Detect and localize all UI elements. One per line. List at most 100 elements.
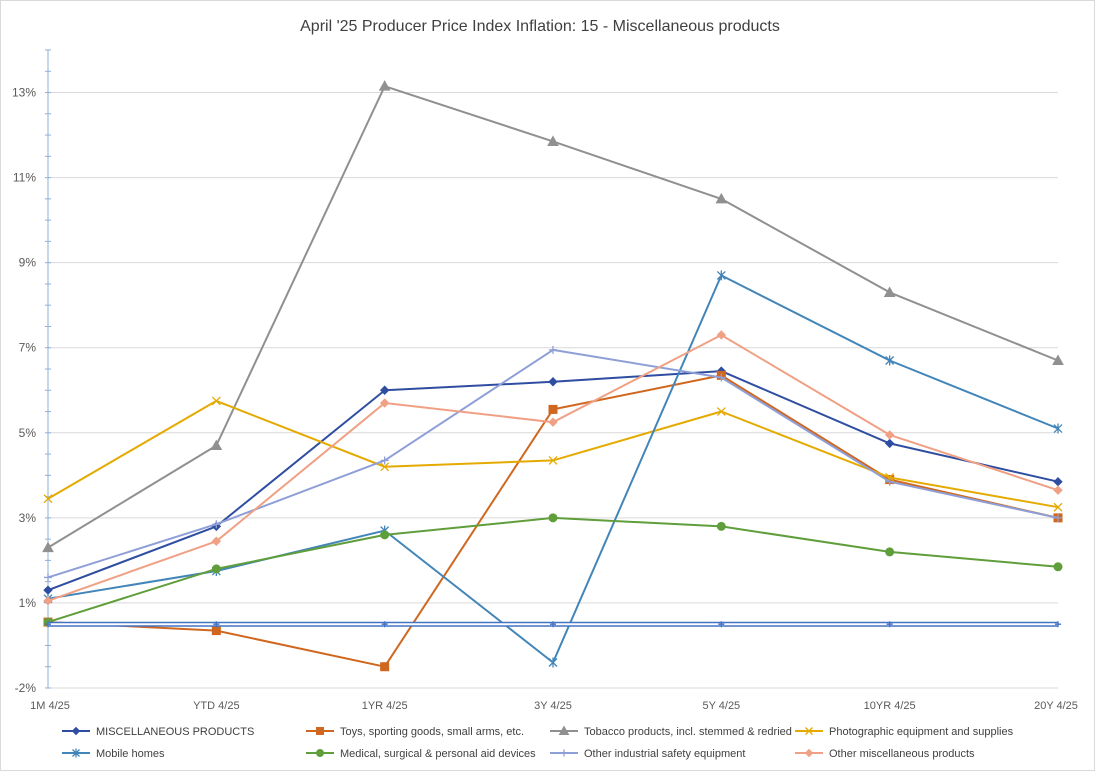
legend-item: Other miscellaneous products [795,748,975,760]
legend-marker [316,749,324,757]
legend-marker [558,725,570,735]
legend-label: Other industrial safety equipment [584,748,745,760]
legend-item: Mobile homes [62,748,165,760]
legend-label: Tobacco products, incl. stemmed & redrie… [584,726,792,738]
data-point [716,407,726,416]
y-tick-label: 1% [19,596,37,610]
data-point [211,564,221,574]
data-point [548,417,558,427]
data-point [716,521,726,531]
y-tick-label: 5% [19,426,37,440]
data-point [550,621,556,628]
data-point [211,626,221,636]
data-point [380,662,390,672]
data-point [211,396,221,406]
x-tick-label: 3Y 4/25 [534,700,572,712]
legend-label: Other miscellaneous products [829,748,975,760]
data-point [381,621,388,628]
legend: MISCELLANEOUS PRODUCTS Toys, sporting goo… [62,725,1014,760]
legend-item: Other industrial safety equipment [550,748,745,760]
legend-label: Toys, sporting goods, small arms, etc. [340,726,524,738]
data-point [548,404,558,414]
series-layer [42,80,1064,672]
legend-marker [804,748,814,758]
data-point [44,573,52,582]
data-point [886,621,893,628]
data-point [716,270,726,281]
data-point [1053,485,1063,495]
x-tick-label: YTD 4/25 [193,700,239,712]
data-point [380,462,390,472]
data-point [42,541,54,553]
data-point [548,455,558,465]
legend-marker [805,727,813,735]
data-point [884,430,895,440]
y-tick-label: 7% [19,341,37,355]
data-point [716,330,727,340]
data-point [1052,354,1064,365]
x-tick-label: 1YR 4/25 [362,700,408,712]
y-tick-label: 3% [19,511,37,525]
data-point [212,520,221,529]
data-point [378,80,391,91]
data-point [715,192,728,204]
legend-marker [560,749,568,757]
data-point [885,355,895,366]
legend-item: Tobacco products, incl. stemmed & redrie… [550,725,792,738]
data-point [547,135,559,146]
series-3 [43,396,1063,512]
legend-marker [316,727,324,735]
axes: -2% 1% 3% 5% 7% 9% 11% 13% 1M 4/25 YTD 4/25 1YR 4/… [12,49,1078,712]
legend-label: Photographic equipment and supplies [829,726,1014,738]
x-tick-label: 10YR 4/25 [864,700,916,712]
series-6 [44,345,1062,582]
data-point [885,547,895,557]
y-tick-label: 13% [12,86,36,100]
legend-label: Mobile homes [96,748,165,760]
data-point [548,657,558,668]
data-point [43,494,53,504]
data-point [210,439,223,451]
legend-item: Medical, surgical & personal aid devices [306,748,536,760]
x-tick-label: 5Y 4/25 [702,700,740,712]
data-point [380,456,389,465]
series-7 [43,330,1063,606]
legend-label: Medical, surgical & personal aid devices [340,748,536,760]
data-point [548,513,558,523]
data-point [379,385,390,395]
data-point [380,530,390,540]
data-point [717,373,726,382]
data-point [1053,502,1063,512]
data-point [211,536,222,546]
data-point [1055,621,1061,628]
data-point [43,596,53,606]
data-point [1053,423,1063,434]
data-point [549,345,557,354]
data-point [718,621,725,628]
legend-marker [71,726,81,736]
legend-marker [72,748,80,758]
y-tick-label: -2% [15,681,37,695]
legend-item: Toys, sporting goods, small arms, etc. [306,726,524,738]
data-point [213,621,220,628]
data-point [885,477,894,486]
x-tick-label: 20Y 4/25 [1034,700,1078,712]
data-point [1053,562,1063,572]
legend-label: MISCELLANEOUS PRODUCTS [96,726,254,738]
data-point [883,286,896,297]
series-2 [42,80,1064,553]
data-point [884,438,895,449]
legend-item: MISCELLANEOUS PRODUCTS [62,726,254,738]
series-8 [45,621,1061,628]
data-point [379,398,390,408]
y-tick-label: 11% [13,171,36,185]
x-tick-label: 1M 4/25 [30,700,70,712]
chart-title: April '25 Producer Price Index Inflation… [300,18,780,35]
y-tick-label: 9% [19,256,37,270]
data-point [548,377,558,387]
data-point [1054,513,1062,522]
data-point [45,621,51,628]
